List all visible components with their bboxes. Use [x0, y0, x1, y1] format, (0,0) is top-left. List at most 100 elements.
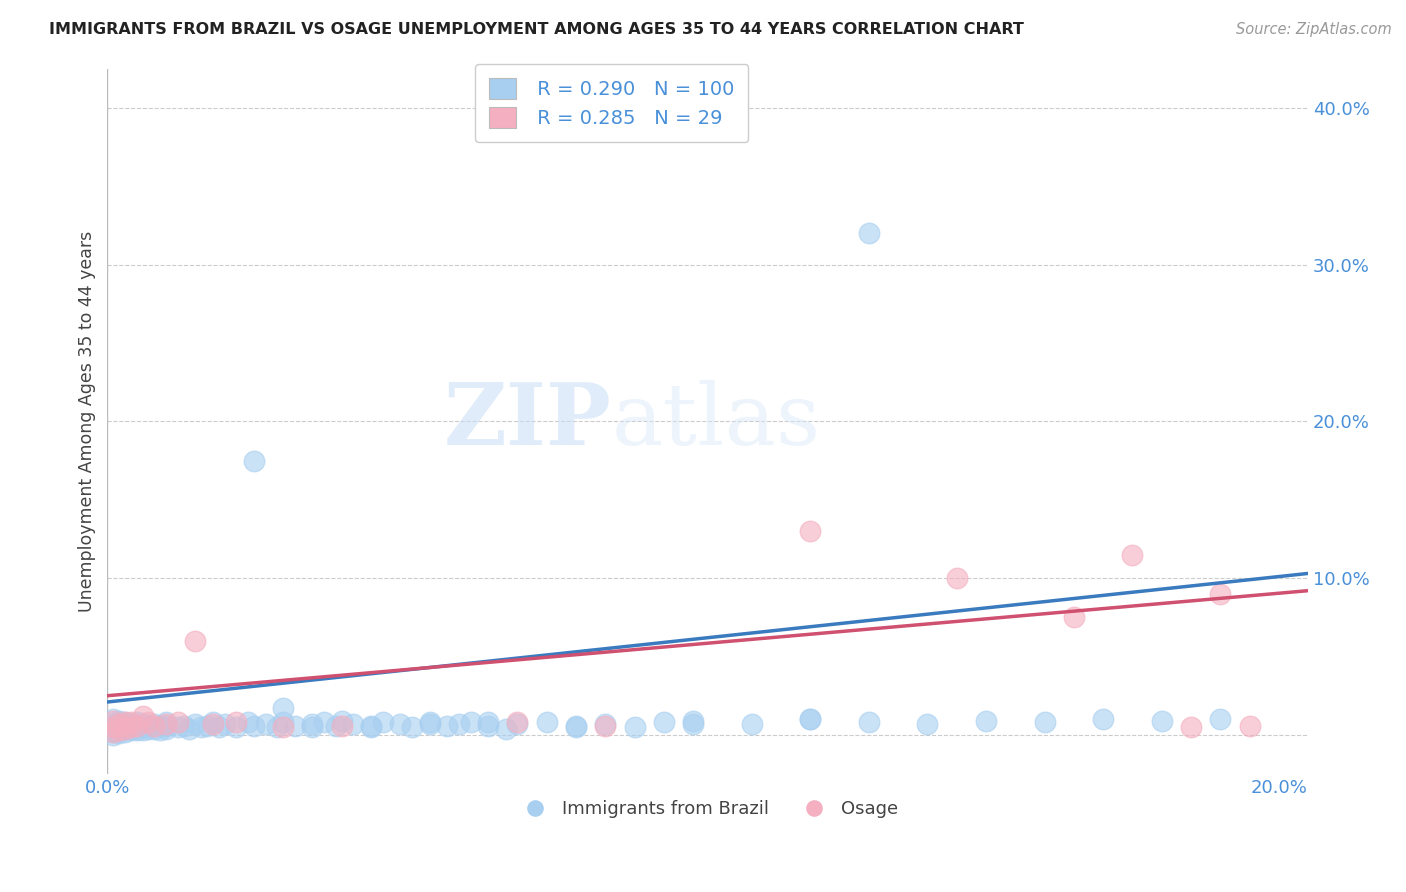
Point — [477, 715, 499, 730]
Point — [858, 226, 880, 240]
Point — [114, 718, 136, 732]
Point — [114, 715, 136, 730]
Point — [225, 720, 247, 734]
Point — [166, 715, 188, 730]
Point — [254, 717, 277, 731]
Y-axis label: Unemployment Among Ages 35 to 44 years: Unemployment Among Ages 35 to 44 years — [79, 231, 96, 612]
Point — [208, 720, 231, 734]
Point — [184, 717, 207, 731]
Point — [138, 722, 160, 736]
Point — [103, 720, 125, 734]
Point — [155, 718, 177, 732]
Point — [325, 718, 347, 732]
Point — [155, 717, 177, 731]
Point — [214, 717, 236, 731]
Point — [173, 718, 195, 732]
Point — [1063, 610, 1085, 624]
Point — [314, 715, 336, 730]
Point — [103, 717, 125, 731]
Point — [389, 717, 412, 731]
Point — [125, 718, 148, 732]
Point — [125, 722, 148, 736]
Point — [271, 715, 294, 730]
Point — [103, 728, 125, 742]
Point — [266, 720, 288, 734]
Point — [945, 571, 967, 585]
Point — [114, 722, 136, 736]
Point — [284, 718, 307, 732]
Point — [190, 720, 212, 734]
Point — [506, 715, 529, 730]
Point — [179, 722, 201, 736]
Point — [506, 717, 529, 731]
Point — [271, 701, 294, 715]
Point — [143, 717, 166, 731]
Text: atlas: atlas — [612, 380, 821, 463]
Point — [682, 714, 704, 728]
Point — [593, 717, 616, 731]
Point — [149, 718, 172, 732]
Point — [243, 453, 266, 467]
Text: ZIP: ZIP — [444, 379, 612, 463]
Point — [330, 714, 353, 728]
Point — [1180, 720, 1202, 734]
Point — [108, 723, 131, 738]
Point — [858, 715, 880, 730]
Point — [1209, 587, 1232, 601]
Point — [225, 715, 247, 730]
Point — [120, 723, 142, 738]
Point — [799, 712, 821, 726]
Point — [1209, 712, 1232, 726]
Point — [108, 723, 131, 738]
Point — [103, 724, 125, 739]
Point — [623, 720, 645, 734]
Point — [120, 715, 142, 730]
Text: IMMIGRANTS FROM BRAZIL VS OSAGE UNEMPLOYMENT AMONG AGES 35 TO 44 YEARS CORRELATI: IMMIGRANTS FROM BRAZIL VS OSAGE UNEMPLOY… — [49, 22, 1024, 37]
Point — [301, 717, 323, 731]
Point — [103, 724, 125, 739]
Point — [360, 720, 382, 734]
Point — [155, 715, 177, 730]
Point — [103, 714, 125, 728]
Point — [360, 718, 382, 732]
Point — [243, 718, 266, 732]
Point — [201, 717, 224, 731]
Point — [593, 718, 616, 732]
Point — [565, 718, 588, 732]
Point — [155, 722, 177, 736]
Point — [741, 717, 763, 731]
Point — [131, 723, 153, 738]
Point — [236, 715, 259, 730]
Point — [120, 720, 142, 734]
Point — [143, 722, 166, 736]
Point — [103, 718, 125, 732]
Point — [495, 722, 517, 736]
Point — [108, 714, 131, 728]
Point — [103, 722, 125, 736]
Point — [108, 726, 131, 740]
Point — [271, 720, 294, 734]
Point — [125, 723, 148, 738]
Point — [419, 715, 441, 730]
Text: Source: ZipAtlas.com: Source: ZipAtlas.com — [1236, 22, 1392, 37]
Point — [536, 715, 558, 730]
Point — [125, 718, 148, 732]
Point — [114, 720, 136, 734]
Point — [1092, 712, 1115, 726]
Point — [138, 718, 160, 732]
Point — [1150, 714, 1173, 728]
Point — [371, 715, 394, 730]
Point — [103, 723, 125, 738]
Point — [143, 718, 166, 732]
Point — [799, 712, 821, 726]
Point — [103, 720, 125, 734]
Point — [166, 720, 188, 734]
Point — [1121, 548, 1143, 562]
Point — [120, 722, 142, 736]
Point — [974, 714, 997, 728]
Point — [682, 717, 704, 731]
Point — [460, 715, 482, 730]
Point — [149, 723, 172, 738]
Point — [477, 718, 499, 732]
Point — [108, 720, 131, 734]
